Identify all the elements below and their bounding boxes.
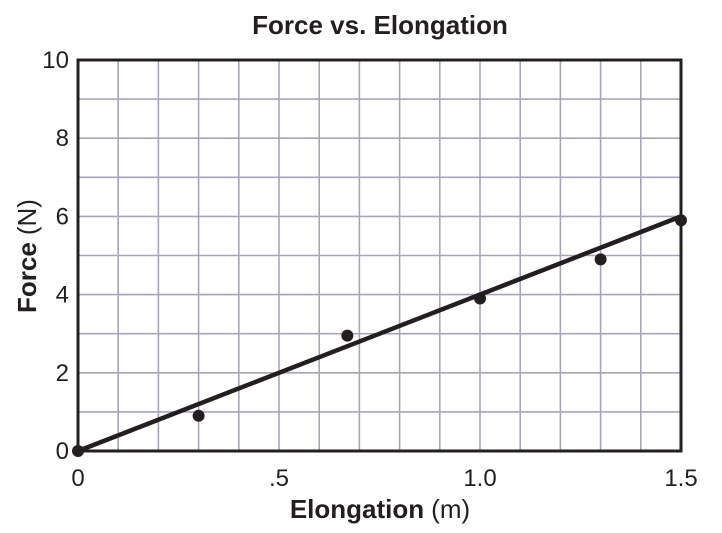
chart-title: Force vs. Elongation bbox=[252, 10, 508, 40]
y-tick-label: 8 bbox=[56, 125, 69, 152]
y-axis-label-name: Force bbox=[12, 242, 42, 313]
fit-line bbox=[75, 214, 684, 454]
tick-labels: 0 .5 1.0 1.5 0 2 4 6 8 10 bbox=[42, 47, 697, 492]
x-axis-label-unit: (m) bbox=[431, 494, 470, 524]
plot-frame bbox=[76, 58, 683, 453]
x-axis-label-name: Elongation bbox=[290, 494, 424, 524]
data-point bbox=[474, 292, 486, 305]
data-point bbox=[594, 253, 607, 266]
x-tick-label: 1.0 bbox=[463, 465, 496, 492]
y-tick-label: 4 bbox=[56, 282, 69, 309]
data-point bbox=[192, 409, 205, 422]
x-tick-label: .5 bbox=[269, 465, 289, 492]
x-tick-label: 0 bbox=[71, 465, 84, 492]
y-axis-label-unit: (N) bbox=[12, 199, 42, 235]
data-point bbox=[341, 329, 354, 342]
y-axis-label: Force (N) bbox=[12, 199, 42, 313]
y-tick-label: 6 bbox=[56, 203, 69, 230]
grid-lines bbox=[78, 60, 681, 451]
best-fit-line bbox=[75, 214, 684, 454]
y-tick-label: 0 bbox=[56, 438, 69, 465]
y-tick-label: 2 bbox=[56, 360, 69, 387]
x-axis-label: Elongation (m) bbox=[290, 494, 470, 524]
y-tick-label: 10 bbox=[42, 47, 69, 74]
x-tick-label: 1.5 bbox=[664, 465, 697, 492]
